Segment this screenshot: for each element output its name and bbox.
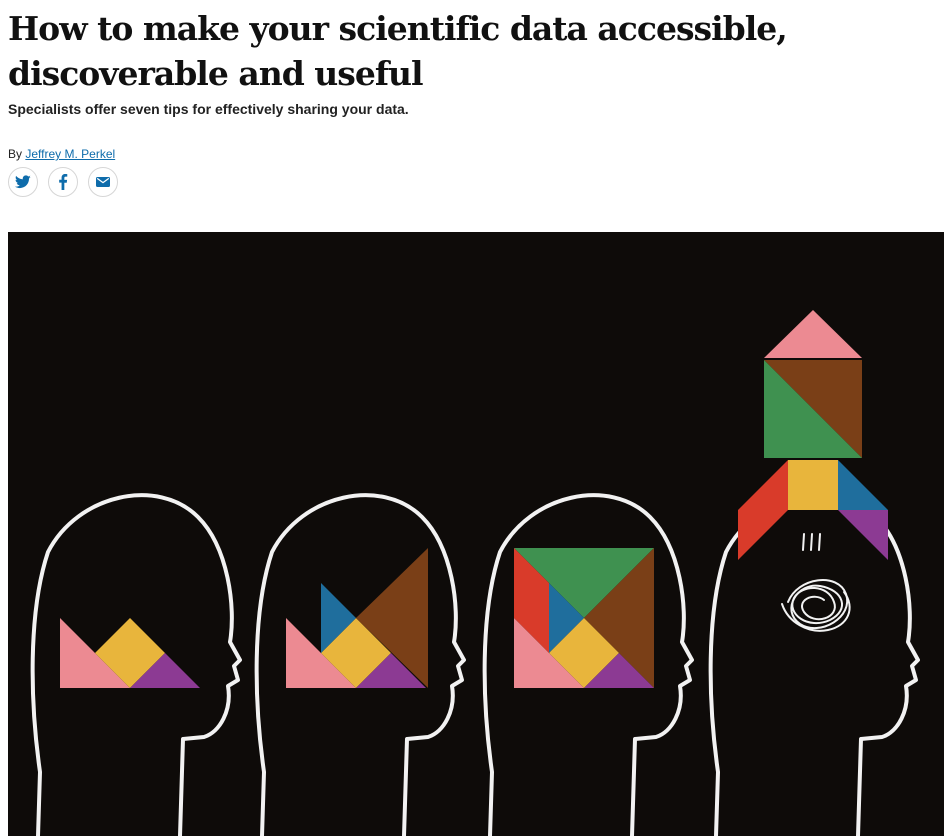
tangram-pieces-3	[514, 548, 654, 688]
share-buttons	[8, 167, 118, 197]
chalk-scribble	[781, 533, 851, 632]
head-outline-2	[254, 493, 466, 836]
tangram-rocket-4	[738, 310, 888, 560]
head-outline-1	[30, 493, 242, 836]
email-icon	[96, 177, 110, 187]
facebook-icon	[59, 174, 68, 190]
hero-illustration	[8, 232, 944, 836]
head-outline-3	[482, 493, 694, 836]
tangram-pieces-1	[60, 618, 200, 688]
byline: By Jeffrey M. Perkel	[8, 146, 115, 162]
tangram-pieces-2	[286, 548, 428, 688]
article-standfirst: Specialists offer seven tips for effecti…	[8, 101, 409, 117]
share-email-button[interactable]	[88, 167, 118, 197]
author-link[interactable]: Jeffrey M. Perkel	[25, 147, 116, 161]
byline-prefix: By	[8, 147, 23, 161]
share-twitter-button[interactable]	[8, 167, 38, 197]
share-facebook-button[interactable]	[48, 167, 78, 197]
article-title: How to make your scientific data accessi…	[8, 9, 788, 93]
tangram-heads-illustration	[8, 232, 944, 836]
twitter-icon	[15, 175, 31, 189]
